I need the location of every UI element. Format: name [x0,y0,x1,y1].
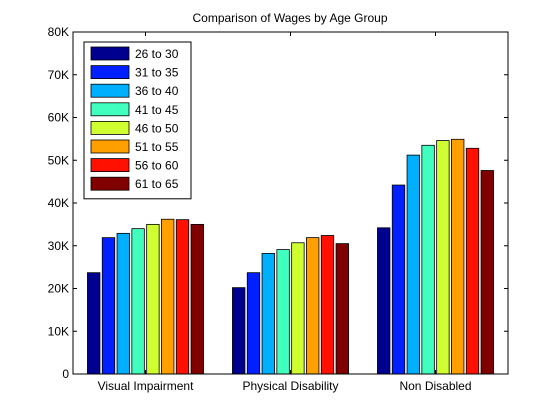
legend-swatch [90,46,130,61]
bar [335,243,349,375]
y-tick-label: 50K [48,153,69,167]
bar [306,237,320,375]
bar [146,223,160,375]
bar [377,227,391,375]
bar [391,184,406,375]
bar [116,232,130,375]
y-tick-label: 80K [48,25,69,39]
bar [101,237,116,375]
legend-label: 26 to 30 [135,47,179,61]
legend-swatch [90,65,130,79]
x-tick-label: Non Disabled [399,379,471,393]
legend-label: 36 to 40 [135,84,179,98]
x-axis: Visual Impairment Physical Disability Non … [98,32,472,393]
legend-label: 31 to 35 [135,66,179,80]
bar [190,223,204,375]
y-tick-label: 70K [48,68,69,82]
y-tick-label: 10K [48,324,69,338]
bar [232,287,246,375]
legend-label: 46 to 50 [135,121,179,135]
bar [175,219,190,375]
y-axis: 0 10K 20K 30K 40K 50K 60K 70K 80K [48,25,508,381]
legend-swatch [90,176,130,191]
bar [465,147,480,375]
bar [436,140,450,375]
y-tick-label: 40K [48,196,69,210]
bar [406,154,420,375]
bar [87,272,101,375]
legend-label: 41 to 45 [135,103,179,117]
bar [480,170,494,375]
legend-swatch [90,102,130,117]
bar [320,235,335,375]
legend-swatch [90,83,130,98]
y-tick-label: 30K [48,239,69,253]
legend-label: 61 to 65 [135,177,179,191]
bar [246,272,261,375]
bar [421,144,435,375]
x-tick-label: Physical Disability [242,379,338,393]
y-tick-label: 60K [48,111,69,125]
bar [291,242,305,375]
bar [276,249,290,375]
legend-swatch [90,158,130,173]
chart-title: Comparison of Wages by Age Group [193,11,388,25]
legend-swatch [90,139,130,154]
legend-label: 56 to 60 [135,159,179,173]
y-tick-label: 0 [62,367,69,381]
bar [261,253,275,375]
x-tick-label: Visual Impairment [98,379,194,393]
bar [131,228,145,375]
bar [451,138,465,375]
legend-swatch [90,121,130,135]
y-tick-label: 20K [48,282,69,296]
bars-layer [87,138,494,375]
legend: 26 to 30 31 to 35 36 to 40 41 to 45 46 to 50… [83,41,192,200]
legend-label: 51 to 55 [135,140,179,154]
bar [161,218,175,375]
